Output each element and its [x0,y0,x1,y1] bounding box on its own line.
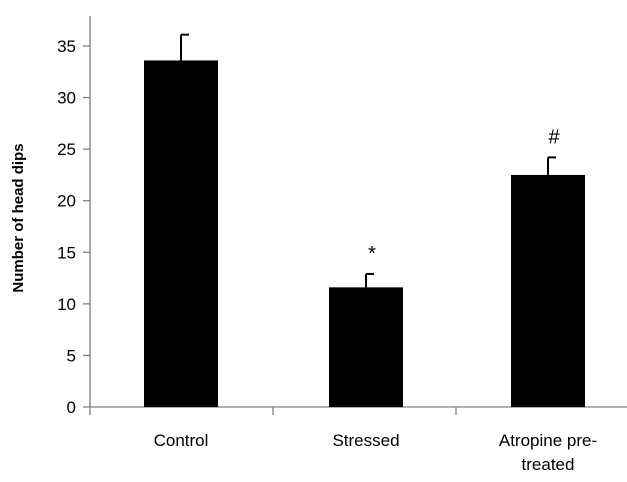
y-axis-title-group: Number of head dips [10,143,27,292]
y-tick-label: 5 [67,346,76,365]
y-tick-label: 15 [57,243,76,262]
y-tick-label: 0 [67,398,76,417]
bar [144,60,218,407]
x-category-label: treated [522,455,575,474]
x-category-label: Control [154,431,209,450]
bar [329,287,403,407]
y-tick-label: 35 [57,37,76,56]
x-category-label: Stressed [332,431,399,450]
significance-marker: # [548,126,560,148]
x-category-label: Atropine pre- [499,431,597,450]
bar [511,174,585,407]
y-tick-label: 25 [57,140,76,159]
significance-marker: * [368,243,376,265]
y-tick-label: 30 [57,89,76,108]
bars [144,60,585,407]
y-tick-label: 20 [57,192,76,211]
labels: Control Stressed * Atropine pre-treated # [154,126,598,474]
y-tick-label: 10 [57,295,76,314]
y-axis-title: Number of head dips [10,143,27,292]
error-bars [180,33,556,288]
